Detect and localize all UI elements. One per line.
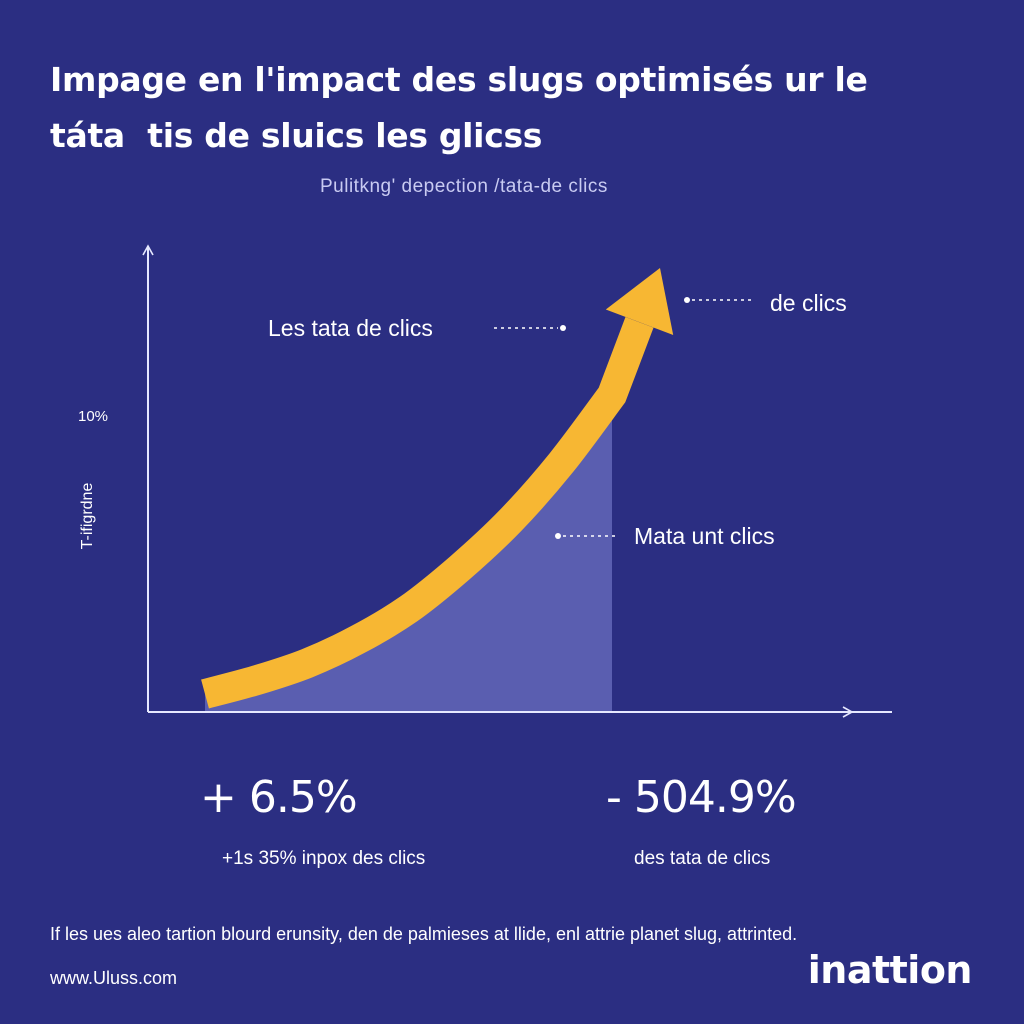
stat-value-right: - 504.9% xyxy=(606,772,797,823)
annotation-mata-unt: Mata unt clics xyxy=(555,523,775,549)
annotation-dot xyxy=(684,297,690,303)
stat-caption-left: +1s 35% inpox des clics xyxy=(222,848,426,869)
chart-subtitle: Pulitkng' depection /tata-de clics xyxy=(320,176,608,197)
annotation-label: Les tata de clics xyxy=(268,315,433,341)
annotation-les-tata: Les tata de clics xyxy=(268,315,566,341)
annotation-label: Mata unt clics xyxy=(634,523,775,549)
stat-value-left: + 6.5% xyxy=(200,772,358,823)
annotation-label: de clics xyxy=(770,290,847,316)
stat-caption-right: des tata de clics xyxy=(634,848,771,869)
y-tick-label: 10% xyxy=(78,408,108,425)
footnote: If les ues aleo tartion blourd erunsity,… xyxy=(50,924,798,944)
brand-logo: inattion xyxy=(807,948,973,992)
trend-arrow-shaft xyxy=(201,316,654,709)
series-area xyxy=(205,395,612,712)
annotation-dot xyxy=(560,325,566,331)
annotation-de-clics: de clics xyxy=(684,290,847,316)
y-axis-label: T-ifigrdne xyxy=(79,483,96,550)
chart-title-line-2: táta tis de sluics les glicss xyxy=(50,116,543,155)
trend-arrow-head xyxy=(605,268,674,335)
annotation-dot xyxy=(555,533,561,539)
chart-title-line-1: Impage en l'impact des slugs optimisés u… xyxy=(50,60,868,99)
chart-title: Impage en l'impact des slugs optimisés u… xyxy=(50,52,950,164)
website-link[interactable]: www.Uluss.com xyxy=(50,968,178,988)
